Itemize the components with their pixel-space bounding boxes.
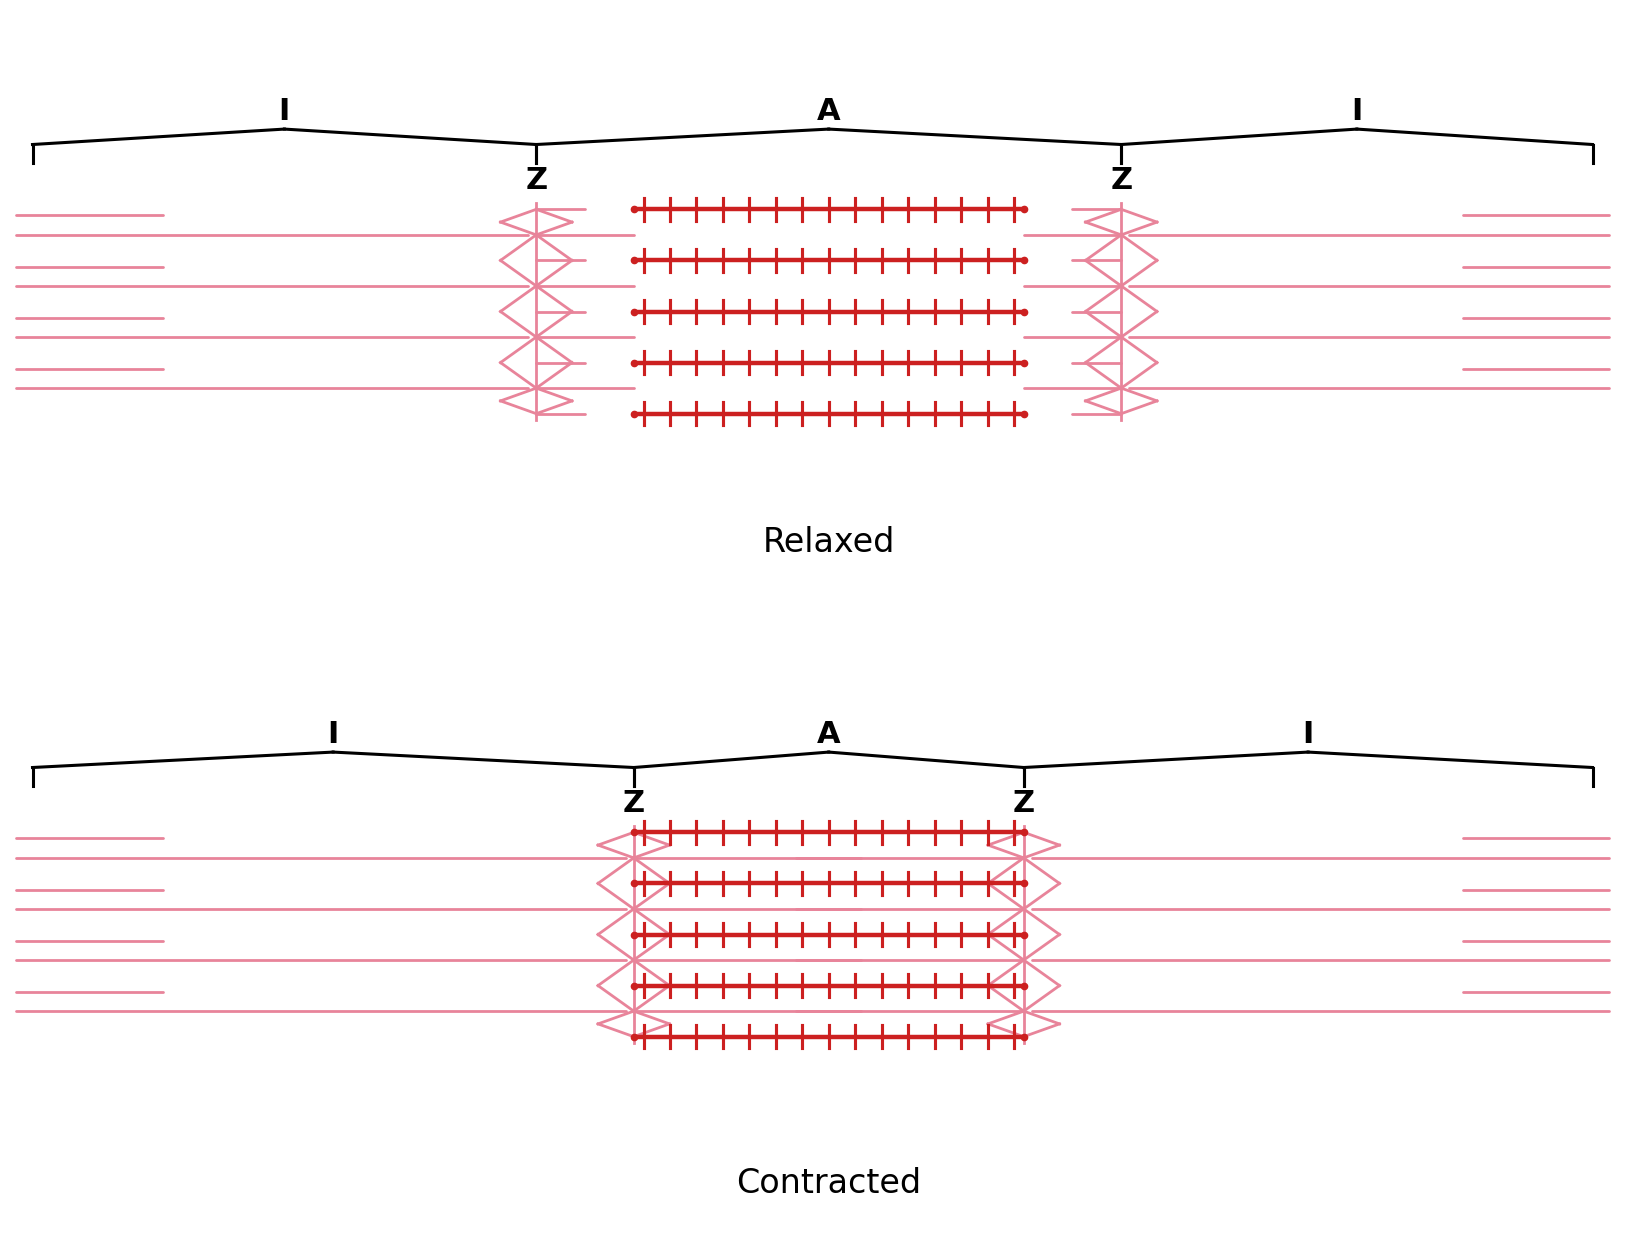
Text: I: I <box>328 720 340 749</box>
Text: I: I <box>1352 97 1362 126</box>
Text: Relaxed: Relaxed <box>762 526 895 558</box>
Text: I: I <box>280 97 291 126</box>
Text: Z: Z <box>525 167 548 196</box>
Text: Z: Z <box>622 790 645 819</box>
Text: A: A <box>817 720 840 749</box>
Text: A: A <box>817 97 840 126</box>
Text: I: I <box>1303 720 1313 749</box>
Text: Z: Z <box>1110 167 1133 196</box>
Text: Contracted: Contracted <box>736 1168 921 1200</box>
Text: Z: Z <box>1012 790 1035 819</box>
